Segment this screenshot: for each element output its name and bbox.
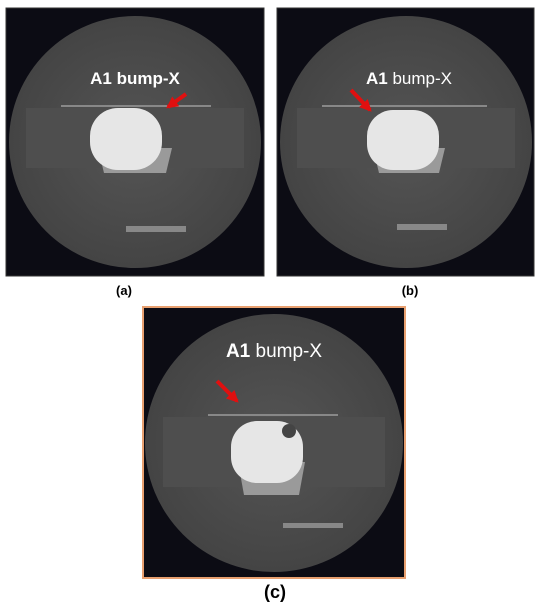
panel-b: A1 bump-X <box>277 8 534 276</box>
annotation-text: bump-X <box>392 69 452 88</box>
annotation: A1 bump-X <box>90 69 180 88</box>
annotation-bold: A1 <box>226 341 251 362</box>
caption: (a) <box>116 283 132 298</box>
annotation-bold: A1 <box>90 69 112 88</box>
scan-pad <box>397 224 447 230</box>
caption: (c) <box>264 582 286 602</box>
annotation: A1 bump-X <box>226 341 322 362</box>
caption: (b) <box>402 283 419 298</box>
void <box>282 424 296 438</box>
annotation-bold: A1 <box>366 69 388 88</box>
bump <box>90 108 162 170</box>
annotation-text: bump-X <box>256 341 323 362</box>
scan-pad <box>126 226 186 232</box>
bump <box>367 110 439 170</box>
panel-c: A1 bump-X <box>143 307 405 578</box>
figure: A1 bump-X (a) A1 bump-X (b) A1 bump-X (c… <box>0 0 542 606</box>
panel-a: A1 bump-X <box>6 8 264 276</box>
annotation: A1 bump-X <box>366 69 452 88</box>
scan-pad <box>283 523 343 528</box>
annotation-text: bump-X <box>117 69 181 88</box>
